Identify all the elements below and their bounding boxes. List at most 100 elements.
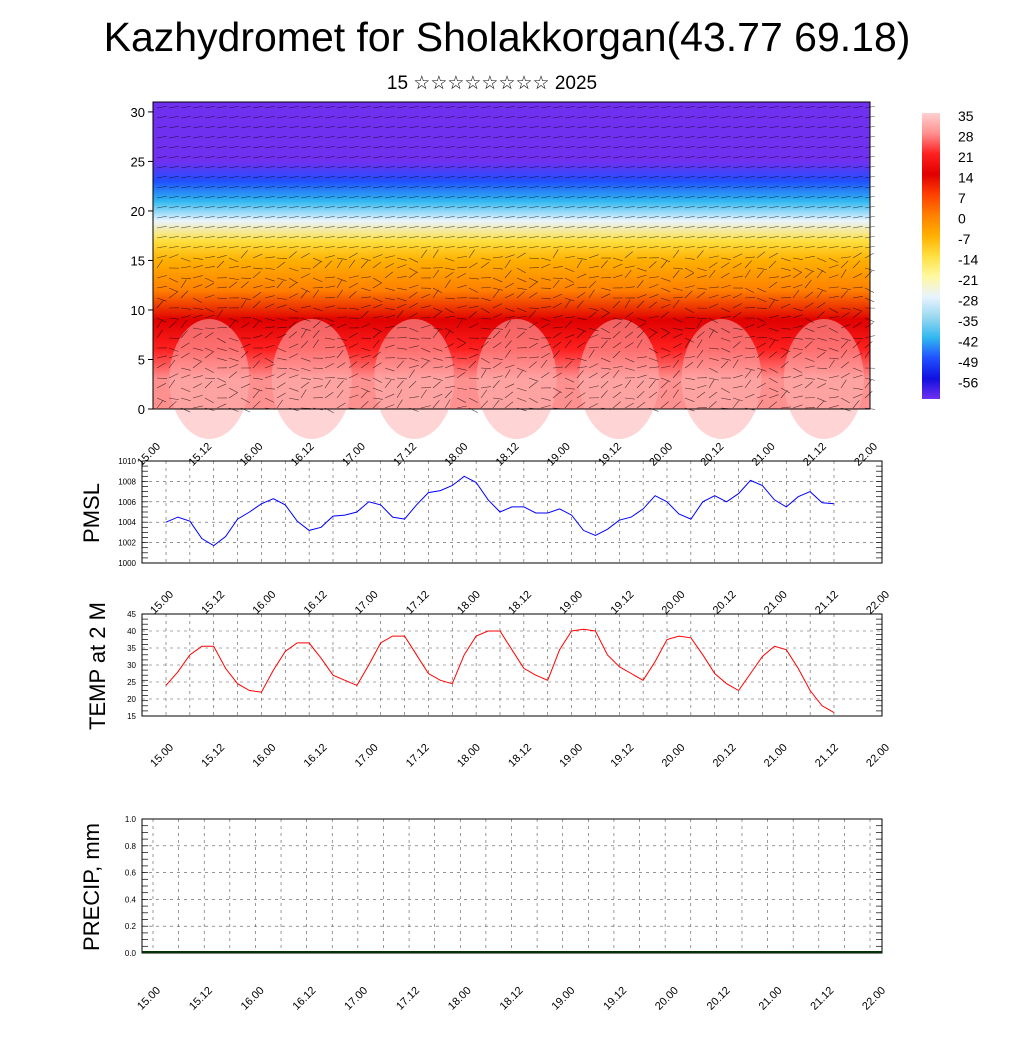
precip-y-tick-label: 1.0 — [125, 815, 137, 824]
y-tick-label: 15 — [131, 253, 145, 268]
colorbar-label: 14 — [958, 170, 974, 186]
pmsl-x-tick-label: 20.00 — [660, 589, 688, 617]
temp-x-tick-label: 16.12 — [302, 742, 330, 770]
precip-x-tick-label: 21.00 — [757, 985, 785, 1013]
temp-y-tick-label: 40 — [127, 627, 136, 636]
precip-x-tick-label: 17.12 — [394, 985, 422, 1013]
colorbar-label: 35 — [958, 108, 974, 124]
precip-x-tick-label: 15.12 — [187, 985, 215, 1013]
pmsl-x-tick-label: 18.00 — [455, 589, 483, 617]
temp-y-tick-label: 35 — [127, 644, 136, 653]
temp-x-tick-label: 21.12 — [813, 742, 841, 770]
precip-y-tick-label: 0.6 — [125, 869, 137, 878]
precip-y-tick-label: 0.0 — [125, 949, 137, 958]
pmsl-x-tick-label: 18.12 — [506, 589, 534, 617]
x-tick-label: 16.00 — [238, 441, 266, 469]
pmsl-x-tick-label: 17.00 — [353, 589, 381, 617]
precip-x-tick-label: 20.00 — [653, 985, 681, 1013]
temp-x-tick-label: 19.00 — [557, 742, 585, 770]
temp-x-tick-label: 15.12 — [199, 742, 227, 770]
temp-y-tick-label: 20 — [127, 695, 136, 704]
x-tick-label: 19.12 — [596, 441, 624, 469]
x-tick-label: 17.00 — [340, 441, 368, 469]
colorbar-label: 7 — [958, 190, 966, 206]
precip-x-tick-label: 15.00 — [135, 985, 163, 1013]
x-tick-label: 17.12 — [391, 441, 419, 469]
temp-grid — [142, 614, 882, 716]
x-tick-label: 15.12 — [186, 441, 214, 469]
temp-x-tick-label: 17.00 — [353, 742, 381, 770]
colorbar — [922, 113, 940, 399]
pmsl-x-tick-label: 15.00 — [148, 589, 176, 617]
temp-y-tick-label: 15 — [127, 712, 136, 721]
warm-core — [169, 319, 249, 439]
x-tick-label: 18.12 — [494, 441, 522, 469]
x-tick-label: 20.12 — [699, 441, 727, 469]
x-tick-label: 22.00 — [852, 441, 880, 469]
x-tick-label: 19.00 — [545, 441, 573, 469]
colorbar-label: 21 — [958, 149, 974, 165]
colorbar-label: -21 — [958, 272, 978, 288]
precip-x-tick-label: 18.00 — [446, 985, 474, 1013]
pmsl-x-tick-label: 19.12 — [608, 589, 636, 617]
pmsl-grid — [142, 461, 882, 563]
pmsl-x-tick-label: 16.12 — [302, 589, 330, 617]
precip-x-tick-label: 16.00 — [239, 985, 267, 1013]
colorbar-label: -42 — [958, 334, 978, 350]
temp-x-tick-label: 19.12 — [608, 742, 636, 770]
temp-frame — [142, 614, 882, 716]
warm-core — [272, 319, 352, 439]
pmsl-x-tick-label: 20.12 — [711, 589, 739, 617]
precip-x-tick-label: 17.00 — [342, 985, 370, 1013]
pmsl-y-tick-label: 1006 — [118, 498, 136, 507]
y-tick-label: 25 — [131, 154, 145, 169]
warm-core — [477, 319, 557, 439]
pmsl-y-tick-label: 1008 — [118, 477, 136, 486]
temp-y-tick-label: 25 — [127, 678, 136, 687]
pmsl-y-tick-label: 1002 — [118, 539, 136, 548]
pmsl-x-tick-label: 15.12 — [199, 589, 227, 617]
precip-y-tick-label: 0.2 — [125, 922, 137, 931]
precip-y-tick-label: 0.8 — [125, 842, 137, 851]
pmsl-y-tick-label: 1000 — [118, 559, 136, 568]
temp-x-tick-label: 16.00 — [250, 742, 278, 770]
y-tick-label: 30 — [131, 105, 145, 120]
y-tick-label: 0 — [138, 402, 145, 417]
precip-x-tick-label: 19.00 — [549, 985, 577, 1013]
precip-x-tick-label: 16.12 — [291, 985, 319, 1013]
x-tick-label: 21.00 — [750, 441, 778, 469]
warm-core — [784, 319, 864, 439]
pmsl-x-tick-label: 16.00 — [250, 589, 278, 617]
pmsl-frame — [142, 461, 882, 563]
precip-y-tick-label: 0.4 — [125, 895, 137, 904]
x-tick-label: 15.00 — [135, 441, 163, 469]
temp-x-tick-label: 22.00 — [864, 742, 892, 770]
temp-x-tick-label: 17.12 — [404, 742, 432, 770]
precip-x-tick-label: 22.00 — [860, 985, 888, 1013]
precip-grid — [142, 819, 882, 953]
pmsl-x-tick-label: 21.00 — [762, 589, 790, 617]
temp-x-tick-label: 18.12 — [506, 742, 534, 770]
y-tick-label: 5 — [138, 352, 145, 367]
pmsl-x-tick-label: 19.00 — [557, 589, 585, 617]
warm-core — [374, 319, 454, 439]
temp-y-tick-label: 45 — [127, 610, 136, 619]
colorbar-label: -35 — [958, 313, 978, 329]
temp-x-tick-label: 18.00 — [455, 742, 483, 770]
pmsl-y-tick-label: 1004 — [118, 518, 136, 527]
x-tick-label: 21.12 — [801, 441, 829, 469]
colorbar-label: -56 — [958, 375, 978, 391]
temp-x-tick-label: 15.00 — [148, 742, 176, 770]
pmsl-x-tick-label: 17.12 — [404, 589, 432, 617]
precip-x-tick-label: 18.12 — [498, 985, 526, 1013]
pmsl-y-tick-label: 1010 — [118, 457, 136, 466]
x-tick-label: 20.00 — [647, 441, 675, 469]
temp-x-tick-label: 20.12 — [711, 742, 739, 770]
precip-x-tick-label: 19.12 — [601, 985, 629, 1013]
precip-x-tick-label: 20.12 — [705, 985, 733, 1013]
colorbar-label: -49 — [958, 354, 978, 370]
y-tick-label: 10 — [131, 303, 145, 318]
colorbar-label: 28 — [958, 129, 974, 145]
precip-x-tick-label: 21.12 — [808, 985, 836, 1013]
colorbar-label: -7 — [958, 231, 971, 247]
